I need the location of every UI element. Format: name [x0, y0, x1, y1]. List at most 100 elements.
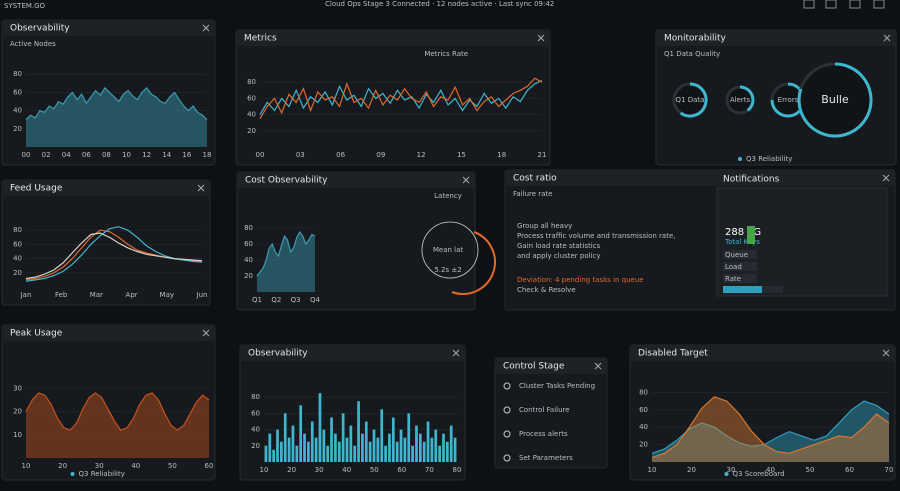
item-icon	[503, 430, 511, 438]
x-tick-label: Q3	[291, 296, 301, 304]
bar	[388, 433, 391, 462]
note-line: and apply cluster policy	[517, 252, 601, 260]
toolbar-button[interactable]	[803, 0, 815, 9]
y-tick-label: 20	[13, 125, 22, 133]
panel-title: Disabled Target	[638, 349, 708, 359]
legend-dot	[738, 157, 742, 161]
x-tick-label: 20	[58, 462, 67, 470]
bar	[407, 413, 411, 462]
list-item[interactable]: Set Parameters	[519, 454, 573, 462]
bar	[418, 433, 422, 462]
x-tick-label: 16	[182, 151, 191, 159]
y-tick-label: 60	[639, 406, 648, 414]
x-tick-label: 40	[766, 466, 775, 474]
stat-indicator	[747, 226, 755, 244]
bar	[445, 441, 449, 462]
annotation: Mean lat	[433, 246, 464, 254]
line	[25, 86, 208, 121]
item-icon	[503, 454, 511, 462]
close-icon[interactable]	[462, 176, 470, 184]
x-tick-label: 70	[425, 466, 434, 474]
gauge-label: Q1 Data	[676, 96, 705, 104]
panel-title: Cost Observability	[245, 176, 328, 186]
panel-header	[656, 30, 896, 46]
close-icon[interactable]	[882, 349, 890, 357]
y-tick-label: 10	[13, 431, 22, 439]
bar	[341, 413, 345, 462]
x-tick-label: 00	[256, 151, 265, 159]
toolbar-button[interactable]	[825, 0, 837, 9]
panel: Peak Usage 10 20 30 10 20 30 40 50 60 Q3 Reliabili…	[1, 324, 216, 481]
x-tick-label: Q2	[271, 296, 281, 304]
warning: Deviation: 4 pending tasks in queue	[517, 276, 644, 284]
bar	[399, 429, 403, 462]
area	[26, 87, 207, 147]
panel: Feed Usage 20 40 60 80 Jan Feb Mar Apr May Jun	[1, 179, 211, 306]
legend-label: Q3 Scoreboard	[733, 470, 785, 478]
panel-title: Observability	[248, 349, 308, 359]
x-tick-label: 60	[397, 466, 406, 474]
bar	[283, 413, 287, 462]
y-tick-label: 60	[13, 240, 22, 248]
y-tick-label: 80	[13, 226, 22, 234]
list-item[interactable]: Cluster Tasks Pending	[519, 382, 595, 390]
bar	[453, 437, 457, 462]
list-item[interactable]: Control Failure	[519, 406, 570, 414]
list-item[interactable]: Process alerts	[519, 430, 568, 438]
x-tick-label: Q1	[252, 296, 262, 304]
x-tick-label: 10	[122, 151, 131, 159]
panel-subtitle: Active Nodes	[10, 40, 56, 48]
bar	[314, 437, 318, 462]
toolbar-button[interactable]	[873, 0, 885, 9]
x-tick-label: 80	[453, 466, 462, 474]
x-tick-label: 12	[142, 151, 151, 159]
bar	[330, 417, 333, 462]
x-tick-label: 02	[42, 151, 51, 159]
panel-header	[2, 180, 210, 196]
y-tick-label: 80	[244, 224, 253, 232]
y-tick-label: 40	[639, 423, 648, 431]
line	[651, 396, 890, 459]
y-tick-label: 20	[251, 442, 260, 450]
bar	[361, 433, 364, 462]
x-tick-label: 06	[336, 151, 345, 159]
gauge-arc	[797, 62, 873, 138]
bar	[326, 445, 330, 462]
panel-subtitle: Q1 Data Quality	[664, 50, 720, 58]
note-line: Group all heavy	[517, 222, 572, 230]
bar	[426, 421, 430, 462]
y-tick-label: 20	[247, 127, 256, 135]
close-icon[interactable]	[202, 329, 210, 337]
bar	[310, 421, 314, 462]
close-icon[interactable]	[452, 349, 460, 357]
x-tick-label: 20	[687, 466, 696, 474]
latency-ring	[421, 221, 479, 279]
toolbar-button[interactable]	[849, 0, 861, 9]
app-title: SYSTEM.GO	[4, 2, 46, 10]
close-icon[interactable]	[202, 24, 210, 32]
close-icon[interactable]	[883, 34, 891, 42]
bar	[353, 445, 357, 462]
x-tick-label: 20	[287, 466, 296, 474]
panel-title: Observability	[10, 24, 70, 34]
y-tick-label: 20	[244, 272, 253, 280]
bar	[280, 441, 283, 462]
close-icon[interactable]	[537, 34, 545, 42]
panel-header	[505, 170, 895, 186]
y-tick-label: 60	[244, 240, 253, 248]
bar	[422, 441, 426, 462]
action-link[interactable]: Check & Resolve	[517, 286, 576, 294]
bar	[391, 417, 395, 462]
close-icon[interactable]	[882, 174, 890, 182]
bar	[264, 445, 268, 462]
panel: Control Stage Cluster Tasks Pending Contro…	[494, 357, 608, 469]
close-icon[interactable]	[594, 362, 602, 370]
x-tick-label: Q4	[310, 296, 321, 304]
panel: Cost ratio Failure rate Group all heavy Pro…	[504, 169, 896, 311]
area	[257, 232, 315, 292]
row-bg	[723, 250, 757, 259]
side-title: Notifications	[723, 175, 780, 185]
note-line: Gain load rate statistics	[517, 242, 601, 250]
x-tick-label: May	[160, 291, 174, 299]
close-icon[interactable]	[197, 184, 205, 192]
